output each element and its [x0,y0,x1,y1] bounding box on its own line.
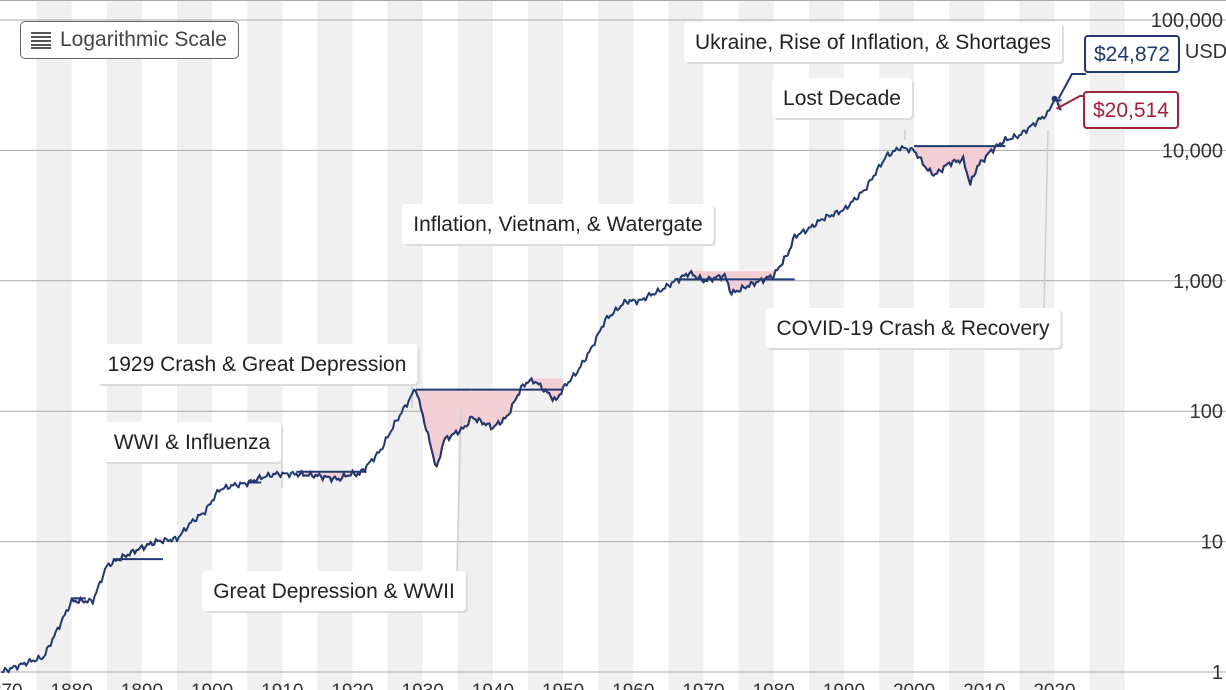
annotation-text: WWI & Influenza [114,431,271,454]
list-icon [31,32,51,49]
decade-band [598,0,634,690]
annotation-box [96,344,418,384]
gridlines [0,0,1226,673]
decade-band [668,0,704,690]
annotation-text: COVID-19 Crash & Recovery [776,317,1050,340]
log-scale-label: Logarithmic Scale [60,28,227,51]
annotation-text: Ukraine, Rise of Inflation, & Shortages [695,31,1051,54]
x-tick-label: 1930 [402,681,444,690]
annotation-text: 1929 Crash & Great Depression [108,353,407,376]
annotation-leaders [281,129,1049,572]
y-tick-label: 10,000 [1162,140,1223,162]
x-tick-label: 1870 [0,681,23,690]
x-tick-label: 2010 [963,681,1005,690]
y-axis-ticks: 1 10 100 1,000 10,000 100,000 [1151,10,1223,684]
series-line [1,97,1062,674]
decade-band [528,0,564,690]
annotations: Ukraine, Rise of Inflation, & Shortages L… [96,22,1065,613]
annotation-label: 1929 Crash & Great Depression [96,344,420,386]
x-tick-label: 2000 [893,681,935,690]
annotation-box [202,571,466,611]
x-tick-label: 1920 [331,681,373,690]
annotation-box [402,204,714,244]
annotation-label: WWI & Influenza [102,422,284,464]
annotation-label: Lost Decade [772,78,914,120]
decade-band [36,0,72,690]
annotation-box [683,22,1063,62]
annotation-label: Great Depression & WWII [202,571,468,613]
y-tick-label: 10 [1201,532,1223,554]
annotation-box [102,422,282,462]
x-tick-label: 1960 [612,681,654,690]
x-tick-label: 1940 [472,681,514,690]
x-tick-label: 1880 [51,681,93,690]
final-value-pointer [1057,73,1086,100]
annotation-label: Inflation, Vietnam, & Watergate [402,204,716,246]
final-value-text: $24,872 [1094,43,1170,66]
annotation-label: COVID-19 Crash & Recovery [765,308,1063,350]
x-tick-label: 1910 [261,681,303,690]
annotation-text: Great Depression & WWII [213,580,455,603]
x-tick-label: 1900 [191,681,233,690]
drawdown-fill [415,389,472,467]
x-tick-label: 1890 [121,681,163,690]
x-tick-label: 1980 [753,681,795,690]
end-point [1051,95,1058,102]
compare-value-callout: $20,514 [1083,91,1179,129]
y-tick-label: 100,000 [1151,10,1223,32]
final-value-callout: $24,872 [1084,35,1180,73]
log-scale-toggle-button[interactable]: Logarithmic Scale [20,21,239,59]
annotation-text: Lost Decade [783,87,901,110]
series-layer [1,73,1086,674]
drawdown-fill [471,378,564,430]
x-tick-label: 1990 [823,681,865,690]
annotation-text: Inflation, Vietnam, & Watergate [413,213,703,236]
x-tick-label: 1950 [542,681,584,690]
y-tick-label: 1 [1212,662,1223,684]
x-tick-label: 1970 [682,681,724,690]
y-tick-label: 1,000 [1173,271,1223,293]
unit-label: USD [1185,41,1226,63]
leader-line [1043,129,1049,309]
x-axis-ticks: 1870 1880 1890 1900 1910 1920 1930 1940 1950 1960… [0,681,1076,690]
annotation-label: Ukraine, Rise of Inflation, & Shortages [683,22,1065,64]
y-tick-label: 100 [1190,401,1223,423]
annotation-box [772,78,912,118]
x-tick-label: 2020 [1033,681,1075,690]
compare-value-text: $20,514 [1093,99,1169,122]
leader-line [456,409,462,572]
annotation-box [765,308,1061,348]
